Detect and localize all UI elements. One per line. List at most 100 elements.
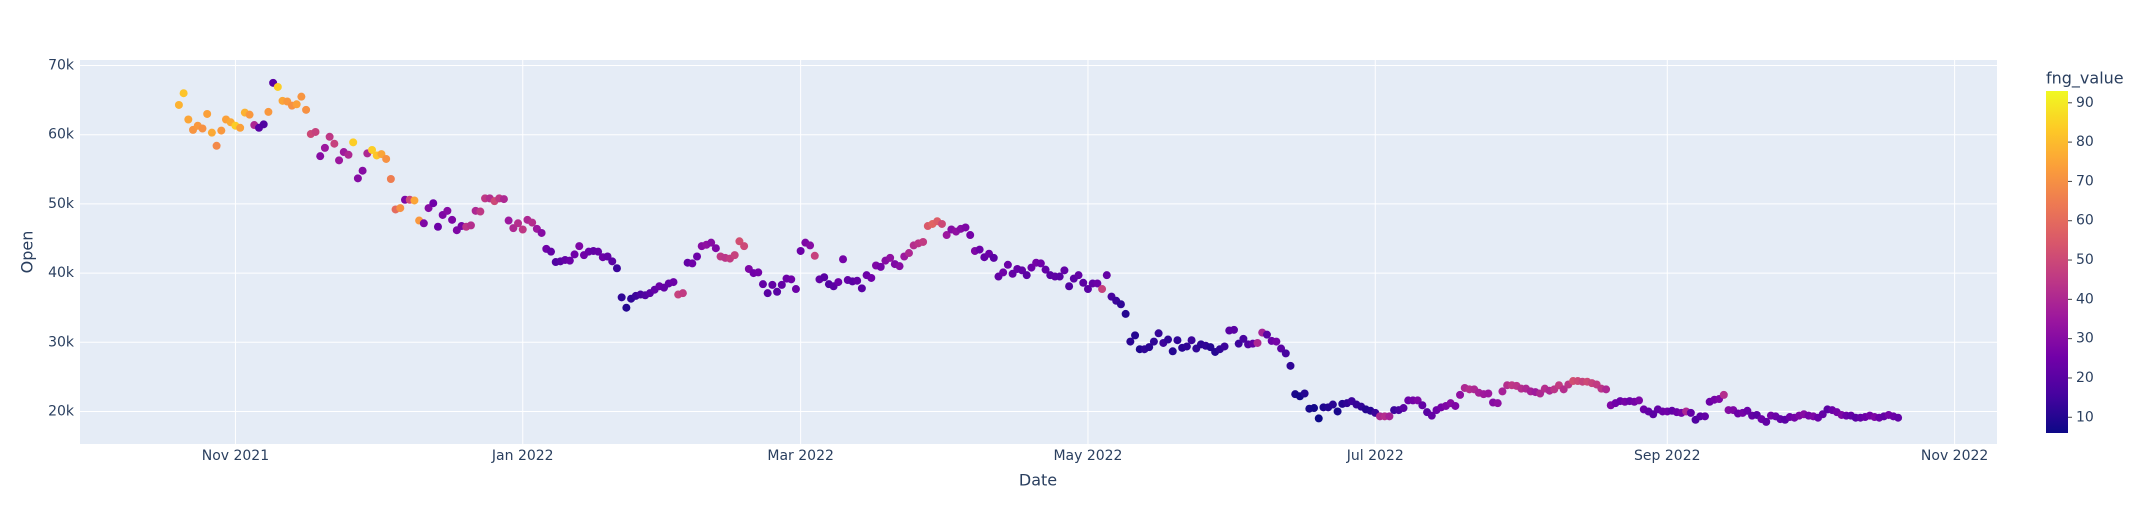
point xyxy=(1116,300,1125,309)
point xyxy=(1098,285,1107,294)
point xyxy=(806,241,815,250)
point xyxy=(443,206,452,215)
point xyxy=(966,231,975,240)
point xyxy=(565,256,574,265)
point xyxy=(1173,336,1182,345)
point xyxy=(382,154,391,163)
point xyxy=(989,253,998,262)
point xyxy=(179,89,188,98)
x-tick-label: Mar 2022 xyxy=(767,448,834,464)
point xyxy=(853,276,862,285)
point xyxy=(174,100,183,109)
colorbar-title: fng_value xyxy=(2046,69,2124,89)
point xyxy=(1126,337,1135,346)
point xyxy=(1083,285,1092,294)
x-axis-title: Date xyxy=(1019,471,1057,490)
point xyxy=(325,132,334,141)
colorbar-tick-label: 90 xyxy=(2076,95,2094,111)
point xyxy=(1229,325,1238,334)
point xyxy=(499,195,508,204)
point xyxy=(1314,414,1323,423)
point xyxy=(1168,347,1177,356)
point xyxy=(796,246,805,255)
point xyxy=(1399,404,1408,413)
point xyxy=(1418,401,1427,410)
point xyxy=(1239,334,1248,343)
point xyxy=(1022,271,1031,280)
point xyxy=(514,219,523,228)
point xyxy=(904,249,913,258)
x-tick-label: Nov 2022 xyxy=(1921,448,1988,464)
colorbar-tick-label: 20 xyxy=(2076,370,2094,386)
point xyxy=(1036,259,1045,268)
point xyxy=(212,141,221,150)
point xyxy=(1484,389,1493,398)
point xyxy=(1328,400,1337,409)
y-tick-label: 40k xyxy=(48,265,75,281)
point xyxy=(476,207,485,216)
point xyxy=(1187,336,1196,345)
point xyxy=(758,280,767,289)
point xyxy=(570,250,579,259)
point xyxy=(834,278,843,287)
colorbar-tick-label: 30 xyxy=(2076,331,2094,347)
colorbar-tick-label: 10 xyxy=(2076,409,2094,425)
point xyxy=(1286,361,1295,370)
point xyxy=(1149,337,1158,346)
point xyxy=(419,219,428,228)
point xyxy=(528,218,537,227)
point xyxy=(1635,396,1644,405)
point xyxy=(1310,404,1319,413)
point xyxy=(688,259,697,268)
point xyxy=(386,175,395,184)
point xyxy=(839,255,848,264)
point xyxy=(608,257,617,266)
point xyxy=(1041,265,1050,274)
point xyxy=(504,216,513,225)
point xyxy=(1262,330,1271,339)
point xyxy=(711,244,720,253)
point xyxy=(1102,271,1111,280)
point xyxy=(1093,279,1102,288)
point xyxy=(547,247,556,256)
point xyxy=(245,110,254,119)
point xyxy=(707,238,716,247)
colorbar-tick-label: 80 xyxy=(2076,134,2094,150)
point xyxy=(1074,271,1083,280)
point xyxy=(311,127,320,136)
point xyxy=(773,287,782,296)
point xyxy=(1003,260,1012,269)
point xyxy=(429,199,438,208)
y-tick-label: 70k xyxy=(48,58,75,74)
point xyxy=(1079,278,1088,287)
point xyxy=(810,251,819,260)
point xyxy=(349,138,358,147)
x-tick-label: Sep 2022 xyxy=(1634,448,1700,464)
point xyxy=(203,109,212,118)
point xyxy=(1700,412,1709,421)
point xyxy=(919,237,928,246)
point xyxy=(1686,408,1695,417)
point xyxy=(1333,407,1342,416)
point xyxy=(895,262,904,271)
y-tick-label: 50k xyxy=(48,196,75,212)
point xyxy=(1451,401,1460,410)
x-tick-label: Nov 2021 xyxy=(202,448,269,464)
point xyxy=(1272,337,1281,346)
point xyxy=(330,139,339,148)
point xyxy=(740,242,749,251)
point xyxy=(537,228,546,237)
colorbar-tick-label: 50 xyxy=(2076,252,2094,268)
y-tick-label: 20k xyxy=(48,403,75,419)
y-axis-title: Open xyxy=(18,231,37,274)
point xyxy=(316,152,325,161)
colorbar xyxy=(2046,91,2068,433)
x-tick-label: Jan 2022 xyxy=(491,448,554,464)
point xyxy=(448,215,457,224)
point xyxy=(999,268,1008,277)
point xyxy=(1253,338,1262,347)
colorbar-tick-label: 70 xyxy=(2076,173,2094,189)
point xyxy=(217,126,226,135)
point xyxy=(867,273,876,282)
